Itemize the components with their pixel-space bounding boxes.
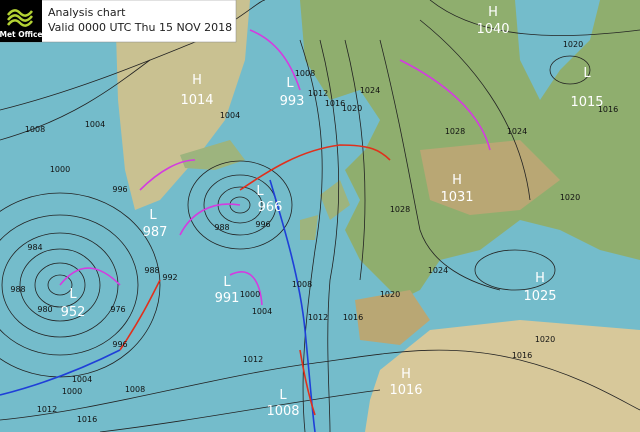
centre-kind: H bbox=[452, 173, 462, 188]
isobar-label: 1016 bbox=[598, 105, 618, 114]
isobar-label: 1016 bbox=[343, 313, 363, 322]
isobar-label: 996 bbox=[112, 185, 127, 194]
isobar-label: 1024 bbox=[507, 127, 527, 136]
header-title: Analysis chart bbox=[48, 6, 126, 19]
centre-value: 1016 bbox=[389, 383, 422, 398]
centre-kind: L bbox=[149, 208, 157, 223]
isobar-label: 1004 bbox=[85, 120, 105, 129]
centre-kind: H bbox=[488, 5, 498, 20]
centre-value: 1025 bbox=[523, 289, 556, 304]
isobar-label: 1004 bbox=[220, 111, 240, 120]
centre-value: 952 bbox=[61, 305, 86, 320]
isobar-label: 1012 bbox=[308, 89, 328, 98]
isobar-labels: 1008 1004 1000 996 1004 1008 1012 1016 1… bbox=[10, 40, 618, 424]
land bbox=[115, 0, 640, 432]
isobar-label: 1024 bbox=[428, 266, 448, 275]
centre-value: 993 bbox=[280, 94, 305, 109]
centre-kind: H bbox=[535, 271, 545, 286]
centre-kind: H bbox=[192, 73, 202, 88]
isobar-label: 1024 bbox=[360, 86, 380, 95]
centre-kind: H bbox=[401, 367, 411, 382]
isobar-label: 1004 bbox=[72, 375, 92, 384]
centre-kind: L bbox=[286, 76, 294, 91]
centre-kind: L bbox=[256, 184, 264, 199]
isobar-label: 1020 bbox=[563, 40, 583, 49]
centre-kind: L bbox=[583, 66, 591, 81]
centre-kind: L bbox=[223, 275, 231, 290]
isobar-label: 1000 bbox=[62, 387, 82, 396]
centre-value: 966 bbox=[258, 200, 283, 215]
isobar-label: 1012 bbox=[37, 405, 57, 414]
header: Met Office Analysis chart Valid 0000 UTC… bbox=[0, 0, 237, 43]
isobar-label: 1020 bbox=[380, 290, 400, 299]
isobar-label: 992 bbox=[162, 273, 177, 282]
isobar-label: 1016 bbox=[512, 351, 532, 360]
isobar-label: 1012 bbox=[243, 355, 263, 364]
isobar-label: 1016 bbox=[325, 99, 345, 108]
isobar-label: 984 bbox=[27, 243, 42, 252]
centre-value: 1040 bbox=[476, 22, 509, 37]
centre-value: 1014 bbox=[180, 93, 213, 108]
isobar-label: 1008 bbox=[25, 125, 45, 134]
fronts bbox=[0, 29, 491, 432]
isobar-label: 988 bbox=[10, 285, 25, 294]
isobar-label: 1008 bbox=[295, 69, 315, 78]
isobar-label: 1008 bbox=[292, 280, 312, 289]
isobar-label: 1000 bbox=[240, 290, 260, 299]
isobar-label: 1012 bbox=[308, 313, 328, 322]
centre-kind: L bbox=[69, 287, 77, 302]
centre-value: 1015 bbox=[570, 95, 603, 110]
logo-box bbox=[0, 0, 42, 42]
centre-value: 1008 bbox=[266, 404, 299, 419]
isobar-label: 988 bbox=[144, 266, 159, 275]
isobar-label: 976 bbox=[110, 305, 125, 314]
isobar-label: 1004 bbox=[252, 307, 272, 316]
isobar-label: 980 bbox=[37, 305, 52, 314]
centre-value: 1031 bbox=[440, 190, 473, 205]
isobar-label: 1020 bbox=[342, 104, 362, 113]
isobar-label: 1020 bbox=[560, 193, 580, 202]
isobar-label: 1020 bbox=[535, 335, 555, 344]
centre-kind: L bbox=[279, 388, 287, 403]
isobar-label: 1028 bbox=[390, 205, 410, 214]
isobar-label: 1008 bbox=[125, 385, 145, 394]
isobar-label: 988 bbox=[214, 223, 229, 232]
isobar-label: 996 bbox=[112, 340, 127, 349]
header-valid: Valid 0000 UTC Thu 15 NOV 2018 bbox=[48, 21, 232, 34]
isobar-label: 996 bbox=[255, 220, 270, 229]
isobar-label: 1016 bbox=[77, 415, 97, 424]
centre-value: 991 bbox=[215, 291, 240, 306]
logo-text: Met Office bbox=[0, 30, 43, 39]
pressure-centres: H 1040 L 1015 H 1014 L 993 L 966 L 987 H… bbox=[61, 5, 604, 419]
logo-mark bbox=[7, 9, 33, 27]
centre-value: 987 bbox=[143, 225, 168, 240]
isobar-label: 1000 bbox=[50, 165, 70, 174]
isobar-label: 1028 bbox=[445, 127, 465, 136]
